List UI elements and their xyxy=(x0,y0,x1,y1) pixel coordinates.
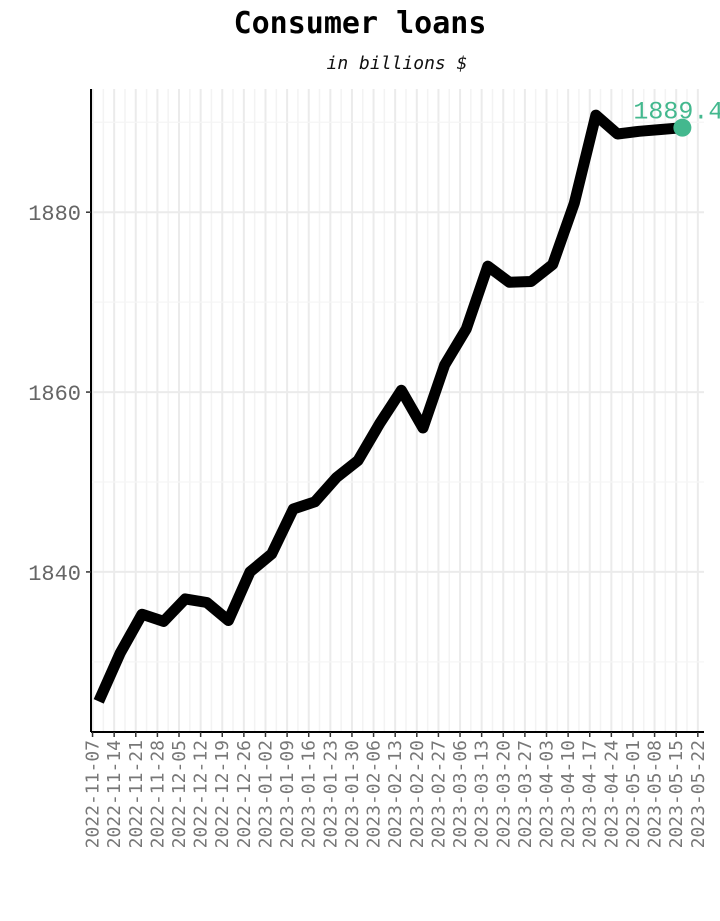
x-tick-label: 2023-05-15 xyxy=(666,740,687,848)
x-tick-label: 2023-03-20 xyxy=(493,740,514,848)
end-point-marker xyxy=(673,118,692,137)
x-tick-label: 2023-02-06 xyxy=(364,740,385,848)
x-tick-label: 2023-05-08 xyxy=(645,740,666,848)
x-tick-label: 2023-03-13 xyxy=(472,740,493,848)
x-axis-ticks: 2022-11-07 2022-11-14 2022-11-21 2022-11-28… xyxy=(83,732,709,848)
chart-subtitle: in billions $ xyxy=(326,53,468,74)
x-tick-label: 2023-05-22 xyxy=(688,740,709,848)
x-tick-label: 2022-12-05 xyxy=(169,740,190,848)
x-tick-label: 2023-01-30 xyxy=(342,740,363,848)
y-tick-label: 1880 xyxy=(28,202,81,227)
x-tick-label: 2022-11-07 xyxy=(83,740,104,848)
x-tick-label: 2023-04-17 xyxy=(580,740,601,848)
y-tick-label: 1860 xyxy=(28,382,81,407)
x-tick-label: 2023-04-24 xyxy=(601,740,622,848)
x-tick-label: 2023-01-16 xyxy=(299,740,320,848)
series-line xyxy=(93,109,683,704)
x-tick-label: 2023-04-10 xyxy=(558,740,579,848)
x-tick-label: 2023-03-27 xyxy=(515,740,536,848)
x-tick-label: 2023-05-01 xyxy=(623,740,644,848)
axes xyxy=(90,89,704,733)
x-tick-label: 2022-12-12 xyxy=(191,740,212,848)
x-tick-label: 2023-03-06 xyxy=(450,740,471,848)
x-tick-label: 2023-01-02 xyxy=(255,740,276,848)
x-tick-label: 2023-02-27 xyxy=(428,740,449,848)
x-tick-label: 2022-12-26 xyxy=(234,740,255,848)
grid xyxy=(91,89,704,732)
series-layer xyxy=(93,109,683,704)
x-tick-label: 2023-01-09 xyxy=(277,740,298,848)
x-tick-label: 2022-11-21 xyxy=(126,740,147,848)
x-tick-label: 2023-01-23 xyxy=(320,740,341,848)
x-tick-label: 2022-12-19 xyxy=(212,740,233,848)
end-value-label: 1889.4 xyxy=(633,98,720,127)
x-tick-label: 2023-02-13 xyxy=(385,740,406,848)
marks-layer: 1889.4 xyxy=(633,98,720,137)
chart-title: Consumer loans xyxy=(233,6,487,41)
x-tick-label: 2022-11-14 xyxy=(104,740,125,848)
x-tick-label: 2023-04-03 xyxy=(537,740,558,848)
y-axis-ticks: 1840 1860 1880 xyxy=(28,202,91,587)
y-tick-label: 1840 xyxy=(28,562,81,587)
x-tick-label: 2022-11-28 xyxy=(147,740,168,848)
x-tick-label: 2023-02-20 xyxy=(407,740,428,848)
